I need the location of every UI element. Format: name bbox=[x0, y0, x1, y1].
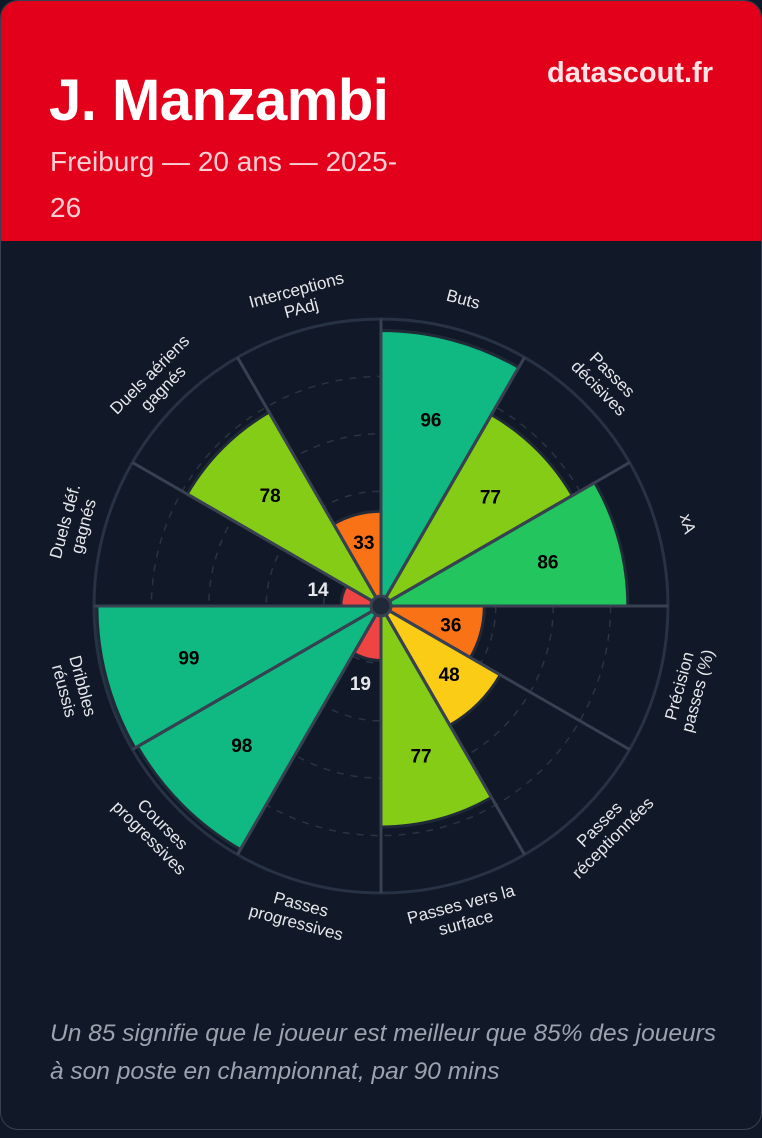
spoke-line bbox=[131, 604, 382, 751]
wedge-5 bbox=[379, 600, 494, 829]
wedge-10 bbox=[185, 410, 386, 611]
value-label: 48 bbox=[439, 665, 460, 686]
value-label: 77 bbox=[410, 746, 431, 767]
value-label: 33 bbox=[353, 533, 374, 554]
value-label: 96 bbox=[420, 411, 441, 432]
category-label: Duels déf.gagnés bbox=[46, 482, 100, 561]
player-subtitle: Freiburg — 20 ans — 2025-26 bbox=[50, 146, 398, 223]
center-hub bbox=[369, 594, 393, 618]
category-label: xA bbox=[676, 512, 700, 537]
wedge-8 bbox=[95, 604, 387, 751]
pizza-chart: 967786364877199899147833ButsPassesdécisi… bbox=[46, 268, 718, 944]
spoke-line bbox=[236, 605, 383, 856]
value-label: 36 bbox=[440, 616, 461, 637]
spoke-line bbox=[380, 461, 631, 608]
spoke-line bbox=[236, 356, 383, 607]
spoke-line bbox=[131, 461, 382, 608]
spoke-line bbox=[379, 356, 526, 607]
value-label: 19 bbox=[350, 674, 371, 695]
category-label-line: xA bbox=[676, 512, 700, 537]
value-label: 98 bbox=[231, 736, 252, 757]
wedge-7 bbox=[135, 601, 386, 852]
wedge-0 bbox=[379, 328, 521, 612]
wedge-1 bbox=[376, 412, 575, 611]
brand-logo-text: datascout.fr bbox=[547, 57, 713, 89]
footer-note: Un 85 signifie que le joueur est meilleu… bbox=[50, 1020, 716, 1085]
value-label: 78 bbox=[260, 486, 281, 507]
value-label: 86 bbox=[537, 552, 558, 573]
value-label: 14 bbox=[307, 580, 329, 601]
wedge-2 bbox=[375, 480, 630, 608]
value-label: 77 bbox=[480, 488, 501, 509]
player-name: J. Manzambi bbox=[49, 68, 389, 133]
spoke-line bbox=[380, 604, 631, 751]
category-label: Buts bbox=[444, 286, 482, 313]
category-label-line: Buts bbox=[444, 286, 482, 313]
value-label: 99 bbox=[178, 648, 199, 669]
card-header: J. Manzambi Freiburg — 20 ans — 2025-26 … bbox=[1, 1, 761, 241]
spoke-line bbox=[379, 605, 526, 856]
